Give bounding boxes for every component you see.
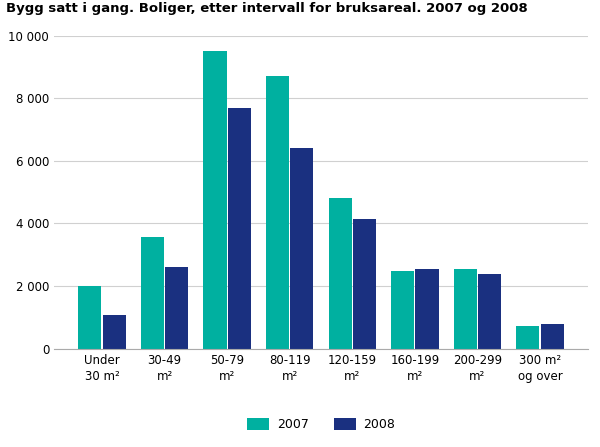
Text: Bygg satt i gang. Boliger, etter intervall for bruksareal. 2007 og 2008: Bygg satt i gang. Boliger, etter interva… — [6, 2, 528, 15]
Bar — [103, 315, 126, 349]
Bar — [478, 274, 501, 349]
Legend: 2007, 2008: 2007, 2008 — [242, 413, 400, 436]
Bar — [454, 269, 477, 349]
Bar — [228, 108, 251, 349]
Bar — [329, 198, 352, 349]
Bar — [141, 236, 164, 349]
Bar — [516, 326, 539, 349]
Bar — [415, 269, 439, 349]
Bar — [78, 286, 101, 349]
Bar — [290, 148, 313, 349]
Bar — [266, 76, 289, 349]
Bar — [541, 324, 564, 349]
Bar — [203, 51, 227, 349]
Bar — [165, 267, 188, 349]
Bar — [353, 219, 376, 349]
Bar — [391, 271, 414, 349]
